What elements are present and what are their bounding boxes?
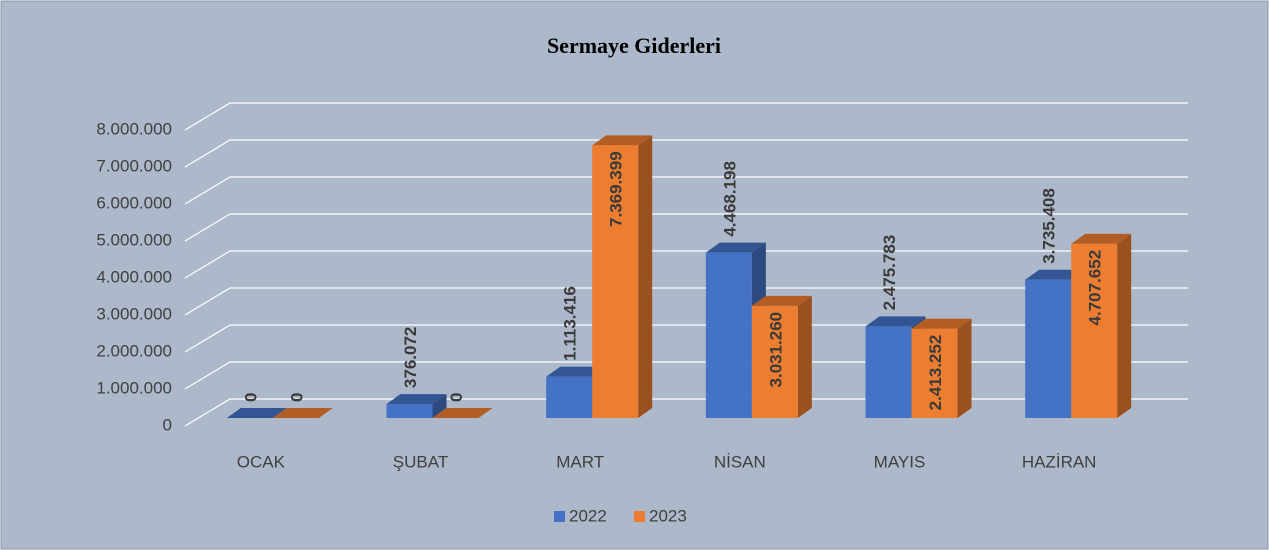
x-tick-label: ŞUBAT [393, 452, 448, 471]
value-label: 376.072 [401, 327, 420, 388]
x-tick-label: HAZİRAN [1022, 452, 1097, 471]
bar-top [705, 242, 766, 253]
value-label: 2.413.252 [926, 335, 945, 411]
bar-top [592, 135, 653, 146]
x-tick-label: OCAK [237, 452, 286, 471]
bar-side [638, 135, 653, 419]
bar-top-shade [705, 242, 766, 253]
bar-side [797, 295, 812, 418]
bar-side-shade [797, 295, 812, 418]
bar-top-shade [546, 366, 607, 377]
x-tick-label: MART [556, 452, 604, 471]
grid-line [184, 102, 1188, 131]
y-tick-label: 2.000.000 [96, 341, 172, 360]
value-label: 3.735.408 [1040, 188, 1059, 264]
bar-front [911, 328, 958, 418]
bar-top [226, 408, 287, 418]
y-tick-label: 7.000.000 [96, 156, 172, 175]
bar-side [432, 394, 447, 418]
bar-front [705, 252, 752, 418]
bar-top-shade [865, 316, 926, 327]
bar [1071, 233, 1132, 418]
bar-top [1071, 233, 1132, 244]
bar-side-shade [1117, 233, 1132, 418]
y-tick-label: 1.000.000 [96, 378, 172, 397]
y-tick-label: 6.000.000 [96, 193, 172, 212]
bar [272, 408, 333, 418]
bar [226, 408, 287, 418]
y-tick-label: 4.000.000 [96, 267, 172, 286]
bar-top [272, 408, 333, 418]
value-label: 4.468.198 [720, 161, 739, 237]
x-tick-label: NİSAN [714, 452, 766, 471]
value-label: 0 [447, 393, 466, 402]
grid-line [184, 213, 1188, 242]
bar [751, 295, 812, 418]
grid-line [184, 139, 1188, 168]
bar-top [911, 318, 972, 329]
bar-front [865, 326, 912, 418]
bar-side [1117, 233, 1132, 418]
bar-front [546, 376, 593, 418]
bar-side-shade [957, 318, 972, 418]
value-label: 2.475.783 [880, 235, 899, 311]
bar-side-shade [432, 394, 447, 418]
bar-top-shade [272, 408, 333, 418]
bar [592, 135, 653, 419]
bar-top-shade [226, 408, 287, 418]
bar-top [751, 295, 812, 306]
bar-side-shade [638, 135, 653, 419]
bar-top-shade [592, 135, 653, 146]
bar-top [865, 316, 926, 327]
x-tick-label: MAYIS [874, 452, 926, 471]
bar-front [386, 404, 433, 418]
bar-top [386, 394, 447, 405]
grid-line [184, 287, 1188, 316]
bar-front [1025, 279, 1072, 418]
y-tick-label: 8.000.000 [96, 119, 172, 138]
value-label: 0 [287, 393, 306, 402]
legend-swatch [554, 511, 565, 522]
bar-top-shade [911, 318, 972, 329]
y-tick-label: 5.000.000 [96, 230, 172, 249]
bar-top-shade [1025, 269, 1086, 280]
legend-swatch [634, 511, 645, 522]
bar-top [1025, 269, 1086, 280]
bar-top-shade [751, 295, 812, 306]
bar [386, 394, 447, 418]
chart-title: Sermaye Giderleri [547, 33, 721, 58]
y-tick-label: 3.000.000 [96, 304, 172, 323]
bar [911, 318, 972, 418]
bar-front [1071, 243, 1118, 418]
value-label: 7.369.399 [607, 151, 626, 227]
bar-front [751, 305, 798, 418]
bar-side [957, 318, 972, 418]
bar [432, 408, 493, 418]
value-label: 1.113.416 [561, 286, 580, 361]
grid-line [184, 250, 1188, 279]
bar-top-shade [1071, 233, 1132, 244]
legend-label: 2023 [649, 506, 687, 525]
legend-label: 2022 [569, 506, 607, 525]
bar-top [546, 366, 607, 377]
bar-top [432, 408, 493, 418]
bar-top-shade [386, 394, 447, 405]
grid-line [184, 176, 1188, 205]
value-label: 3.031.260 [766, 312, 785, 388]
bar-front [592, 145, 639, 419]
value-label: 4.707.652 [1086, 250, 1105, 326]
value-label: 0 [241, 393, 260, 402]
y-tick-label: 0 [163, 415, 172, 434]
bar-top-shade [432, 408, 493, 418]
